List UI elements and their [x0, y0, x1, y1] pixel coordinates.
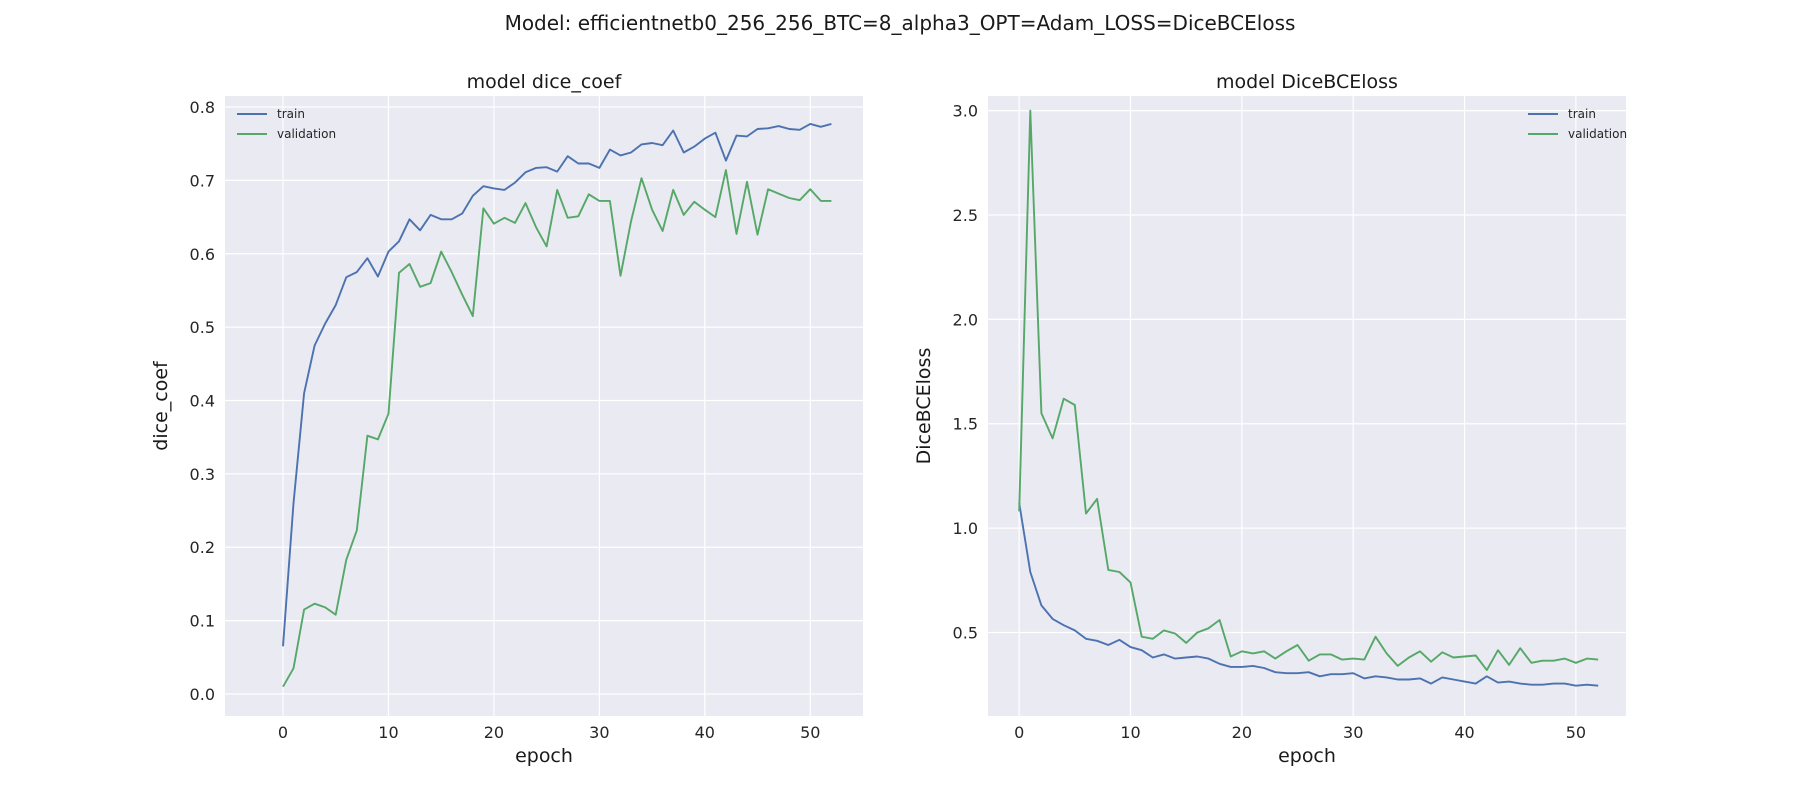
series-line-train [282, 122, 832, 647]
dicebce-loss-tick-labels: 0 10 20 30 40 50 0.5 1.0 1.5 2.0 2.5 3.0 [953, 102, 1587, 742]
y-tick-label: 3.0 [953, 102, 978, 121]
y-tick-label: 2.5 [953, 206, 978, 225]
legend-validation-label: validation [1568, 127, 1627, 141]
y-tick-label: 0.5 [953, 623, 978, 642]
x-tick-label: 50 [800, 723, 820, 742]
figure-title: Model: efficientnetb0_256_256_BTC=8_alph… [505, 11, 1296, 35]
y-tick-label: 0.7 [190, 171, 215, 190]
y-tick-label: 0.8 [190, 98, 215, 117]
dicebce-loss-grid [988, 96, 1626, 716]
dicebce-loss-xlabel: epoch [1278, 745, 1336, 767]
y-tick-label: 0.2 [190, 538, 215, 557]
x-tick-label: 30 [589, 723, 609, 742]
legend-validation-label: validation [277, 127, 336, 141]
dicebce-loss-lines [1018, 109, 1599, 687]
dicebce-loss-legend: train validation [1528, 107, 1627, 141]
x-tick-label: 30 [1343, 723, 1363, 742]
x-tick-label: 20 [484, 723, 504, 742]
x-tick-label: 0 [278, 723, 288, 742]
x-tick-label: 40 [695, 723, 715, 742]
legend-train-label: train [277, 107, 305, 121]
y-tick-label: 0.5 [190, 318, 215, 337]
dice-coef-grid [225, 96, 863, 716]
dice-coef-legend: train validation [237, 107, 336, 141]
y-tick-label: 0.3 [190, 465, 215, 484]
series-line-validation [1018, 109, 1599, 672]
y-tick-label: 0.6 [190, 245, 215, 264]
series-line-train [1018, 502, 1599, 687]
dicebce-loss-plot-area [988, 96, 1626, 716]
dice-coef-title: model dice_coef [467, 71, 623, 93]
dicebce-loss-ylabel: DiceBCEloss [913, 348, 935, 465]
y-tick-label: 0.4 [190, 391, 215, 410]
y-tick-label: 1.5 [953, 415, 978, 434]
y-tick-label: 0.0 [190, 685, 215, 704]
series-line-validation [282, 169, 832, 688]
dice-coef-lines [282, 122, 832, 688]
y-tick-label: 1.0 [953, 519, 978, 538]
dice-coef-xlabel: epoch [515, 745, 573, 767]
dice-coef-ylabel: dice_coef [150, 360, 172, 451]
x-tick-label: 20 [1232, 723, 1252, 742]
x-tick-label: 50 [1566, 723, 1586, 742]
x-tick-label: 10 [1120, 723, 1140, 742]
dicebce-loss-panel: 0 10 20 30 40 50 0.5 1.0 1.5 2.0 2.5 3.0 model Dice… [913, 71, 1627, 767]
dice-coef-panel: 0 10 20 30 40 50 0.0 0.1 0.2 0.3 0.4 0.5 0.6 0.7 0.8 m… [150, 71, 863, 767]
dice-coef-tick-labels: 0 10 20 30 40 50 0.0 0.1 0.2 0.3 0.4 0.5 0.6 0.7 0.8 [190, 98, 821, 742]
legend-train-label: train [1568, 107, 1596, 121]
y-tick-label: 0.1 [190, 612, 215, 631]
y-tick-label: 2.0 [953, 310, 978, 329]
x-tick-label: 40 [1454, 723, 1474, 742]
dicebce-loss-title: model DiceBCEloss [1216, 71, 1398, 93]
x-tick-label: 10 [378, 723, 398, 742]
x-tick-label: 0 [1014, 723, 1024, 742]
